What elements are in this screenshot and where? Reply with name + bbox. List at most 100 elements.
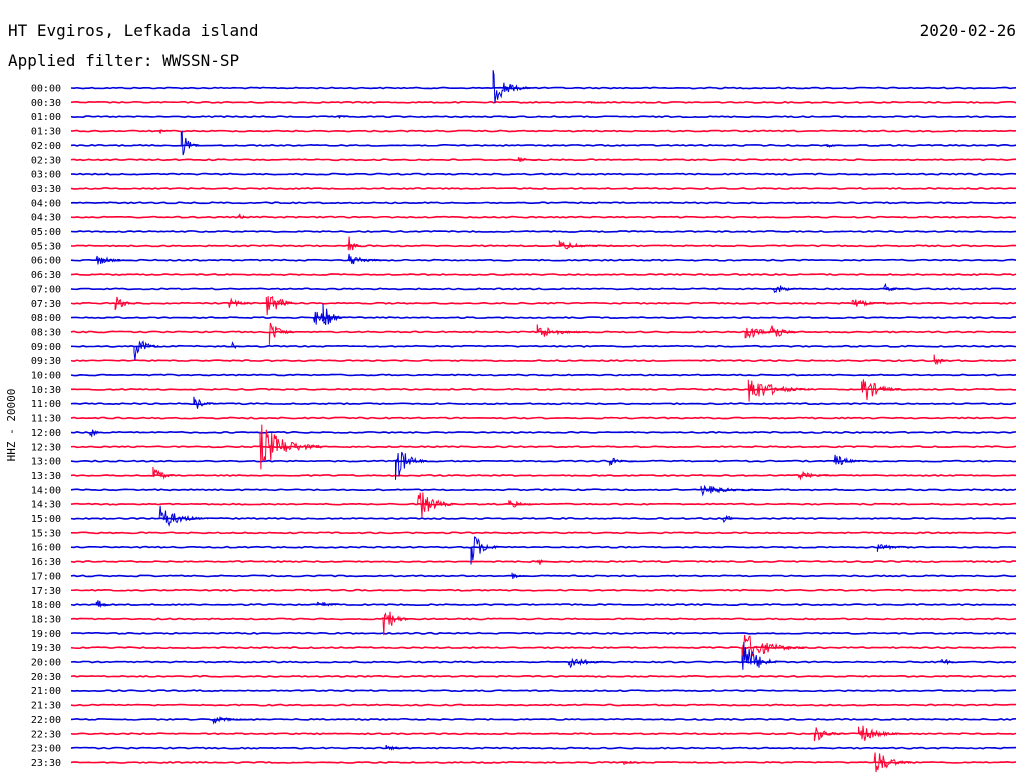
- station-title: HT Evgiros, Lefkada island: [8, 21, 259, 40]
- seismic-event-burst: [228, 297, 254, 308]
- trace-line: [70, 703, 1017, 707]
- seismic-event-burst: [621, 760, 648, 765]
- seismic-event-burst: [876, 544, 909, 552]
- row-label: 00:00: [31, 84, 61, 95]
- seismic-event-burst: [382, 611, 409, 636]
- seismic-event-burst: [741, 642, 780, 670]
- row-label: 17:30: [31, 586, 61, 597]
- row-label: 10:00: [31, 371, 61, 382]
- trace-line: [70, 158, 1017, 162]
- trace-line: [70, 172, 1017, 176]
- row-label: 05:00: [31, 227, 61, 238]
- row-label: 21:00: [31, 686, 61, 697]
- seismic-event-burst: [231, 341, 244, 349]
- seismic-event-burst: [492, 70, 532, 103]
- row-label: 01:00: [31, 112, 61, 123]
- trace-line: [70, 359, 1017, 363]
- seismic-event-burst: [773, 285, 806, 294]
- row-label-group: 00:00 00:30 01:00 01:30 02:00 02:30 03:00 03:30…: [31, 84, 61, 769]
- row-label: 11:00: [31, 399, 61, 410]
- trace-line: [70, 230, 1017, 233]
- row-label: 13:00: [31, 457, 61, 468]
- seismic-event-burst: [158, 129, 169, 135]
- trace-group: [70, 70, 1017, 773]
- trace-line: [70, 287, 1017, 291]
- row-label: 12:00: [31, 428, 61, 439]
- row-label: 03:00: [31, 170, 61, 181]
- row-label: 02:30: [31, 155, 61, 166]
- row-label: 23:30: [31, 758, 61, 769]
- seismic-event-burst: [939, 659, 966, 666]
- row-label: 03:30: [31, 184, 61, 195]
- seismic-event-burst: [89, 429, 100, 438]
- seismic-event-burst: [933, 354, 950, 366]
- seismic-event-burst: [851, 299, 897, 307]
- trace-line: [70, 631, 1017, 635]
- row-label: 16:00: [31, 543, 61, 554]
- trace-line: [70, 215, 1017, 219]
- row-label: 15:00: [31, 514, 61, 525]
- trace-line: [70, 100, 1017, 104]
- trace-line: [70, 244, 1017, 248]
- seismic-event-burst: [417, 492, 456, 518]
- trace-line: [70, 387, 1017, 391]
- trace-line: [70, 689, 1017, 693]
- row-label: 17:00: [31, 571, 61, 582]
- trace-line: [70, 143, 1017, 147]
- seismic-event-burst: [861, 379, 900, 401]
- trace-line: [70, 273, 1017, 277]
- row-label: 04:00: [31, 198, 61, 209]
- seismic-event-burst: [133, 340, 159, 361]
- seismic-event-burst: [268, 322, 295, 345]
- seismic-event-burst: [180, 130, 200, 156]
- seismic-event-burst: [798, 470, 837, 481]
- row-label: 08:30: [31, 327, 61, 338]
- seismic-event-burst: [832, 454, 865, 466]
- seismic-event-burst: [558, 239, 623, 250]
- trace-line: [70, 502, 1017, 506]
- row-label: 15:30: [31, 528, 61, 539]
- seismic-event-burst: [826, 144, 843, 148]
- trace-line: [70, 445, 1017, 449]
- row-label: 14:00: [31, 485, 61, 496]
- trace-line: [70, 488, 1017, 492]
- trace-line: [70, 258, 1017, 262]
- trace-line: [70, 430, 1017, 434]
- row-label: 20:00: [31, 658, 61, 669]
- trace-line: [70, 129, 1017, 133]
- seismic-event-burst: [385, 744, 412, 751]
- row-label: 09:00: [31, 342, 61, 353]
- date-label: 2020-02-26: [919, 21, 1016, 40]
- row-label: 08:00: [31, 313, 61, 324]
- seismic-event-burst: [114, 296, 140, 311]
- seismic-event-burst: [536, 324, 588, 337]
- trace-line: [70, 674, 1017, 678]
- row-label: 10:30: [31, 385, 61, 396]
- seismic-event-burst: [536, 559, 557, 565]
- trace-line: [70, 588, 1017, 592]
- row-label: 06:30: [31, 270, 61, 281]
- seismic-event-burst: [316, 601, 342, 607]
- seismic-event-burst: [511, 572, 528, 580]
- seismic-event-burst: [769, 325, 796, 337]
- trace-line: [70, 761, 1017, 764]
- row-label: 12:30: [31, 442, 61, 453]
- trace-line: [70, 545, 1017, 549]
- row-label: 11:30: [31, 414, 61, 425]
- seismic-event-burst: [744, 327, 777, 339]
- trace-line: [70, 531, 1017, 535]
- row-label: 09:30: [31, 356, 61, 367]
- trace-line: [70, 115, 1017, 119]
- row-label: 05:30: [31, 241, 61, 252]
- seismic-event-burst: [259, 424, 324, 470]
- trace-line: [70, 86, 1017, 90]
- y-axis-label: HHZ - 20000: [5, 389, 18, 462]
- row-label: 22:30: [31, 729, 61, 740]
- trace-line: [70, 646, 1017, 650]
- row-label: 06:00: [31, 256, 61, 267]
- trace-line: [70, 416, 1017, 420]
- row-label: 02:00: [31, 141, 61, 152]
- trace-line: [70, 603, 1017, 607]
- seismic-event-burst: [395, 451, 428, 480]
